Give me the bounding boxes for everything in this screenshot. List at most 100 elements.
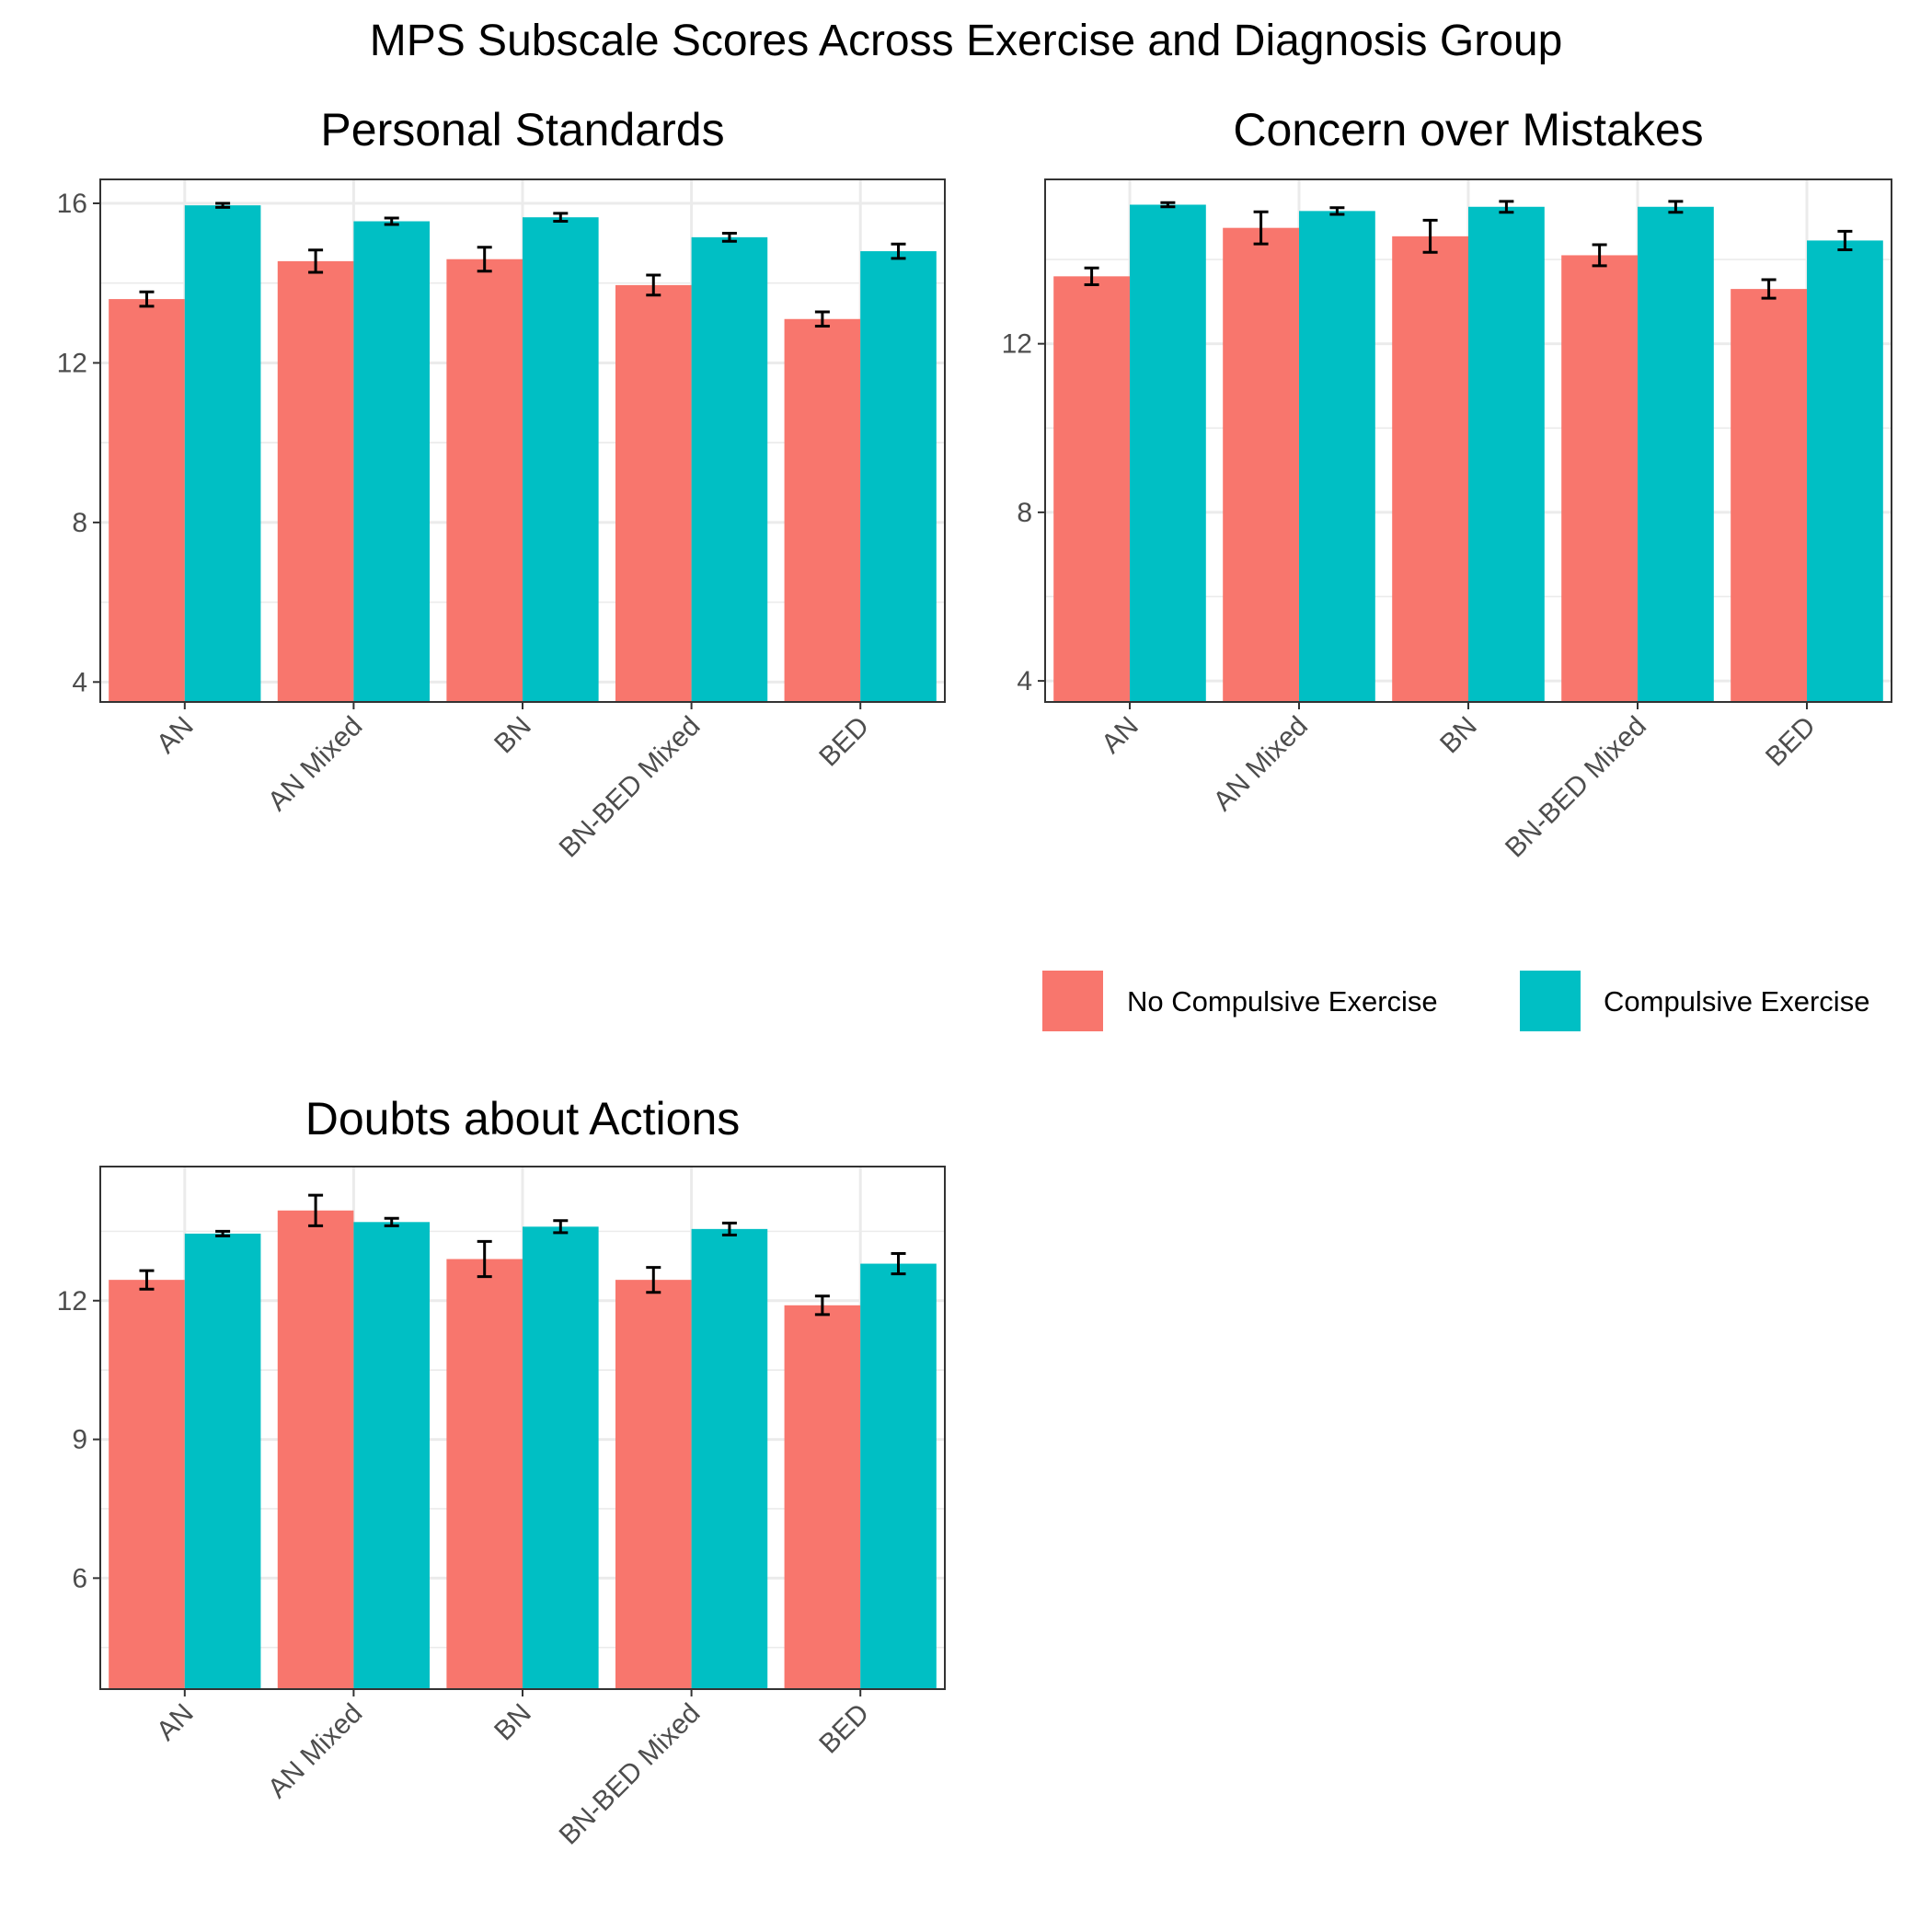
- x-tick-label: BED: [813, 1698, 875, 1760]
- y-tick-label: 12: [1002, 329, 1032, 360]
- bar: [1468, 206, 1545, 703]
- panel-1: Personal Standards 4 8 12 16 AN AN Mixed BN BN-B…: [57, 104, 946, 864]
- bar: [1053, 276, 1130, 702]
- bar: [184, 1233, 261, 1689]
- bar: [446, 1259, 523, 1689]
- error-bar: [1761, 278, 1777, 300]
- y-tick-label: 4: [72, 667, 87, 697]
- y-tick-label: 8: [1017, 498, 1032, 528]
- bar: [277, 1210, 354, 1689]
- bar: [523, 1226, 599, 1689]
- error-bar: [215, 1229, 231, 1237]
- panel-title: Personal Standards: [320, 104, 724, 155]
- error-bar: [308, 1193, 324, 1227]
- bar: [691, 1228, 768, 1689]
- panel-3: Doubts about Actions 6 9 12 AN AN Mixed BN BN-B…: [57, 1093, 946, 1851]
- bar: [353, 221, 431, 702]
- series-1: [109, 1193, 861, 1689]
- error-bar: [553, 212, 569, 224]
- bar: [1807, 240, 1883, 702]
- legend-item: No Compulsive Exercise: [1042, 971, 1438, 1031]
- bar: [1223, 227, 1299, 702]
- error-bar: [646, 273, 661, 297]
- y-tick-label: 12: [57, 348, 87, 378]
- legend: No Compulsive Exercise Compulsive Exercis…: [1042, 971, 1869, 1031]
- error-bar: [1160, 201, 1176, 209]
- series-1: [1053, 210, 1807, 702]
- x-tick-label: BN-BED Mixed: [1500, 711, 1652, 864]
- error-bar: [1592, 243, 1607, 268]
- legend-label: Compulsive Exercise: [1604, 985, 1869, 1018]
- error-bar: [721, 232, 737, 243]
- panel-title: Doubts about Actions: [305, 1093, 741, 1144]
- bar: [784, 1305, 861, 1689]
- panels: Personal Standards 4 8 12 16 AN AN Mixed BN BN-B…: [57, 104, 1892, 1851]
- legend-key: [1520, 971, 1581, 1031]
- error-bar: [477, 246, 492, 273]
- error-bar: [308, 248, 324, 274]
- error-bar: [1837, 229, 1853, 251]
- x-tick-label: AN: [151, 711, 200, 760]
- bar: [1638, 206, 1714, 703]
- y-tick-label: 9: [72, 1425, 87, 1455]
- error-bar: [1422, 218, 1438, 254]
- bar: [446, 259, 523, 702]
- bar: [277, 260, 354, 702]
- x-tick-label: BED: [813, 711, 875, 773]
- bar: [1392, 236, 1468, 702]
- y-tick-label: 8: [72, 508, 87, 538]
- x-tick-label: BN: [1434, 711, 1483, 760]
- bar: [1299, 211, 1375, 702]
- bar: [615, 1280, 692, 1689]
- bar: [860, 251, 937, 702]
- bar: [109, 1280, 185, 1689]
- error-bar: [814, 310, 830, 328]
- legend-label: No Compulsive Exercise: [1127, 985, 1438, 1018]
- series-2: [184, 1216, 937, 1689]
- error-bar: [384, 216, 399, 226]
- error-bar: [139, 290, 155, 308]
- y-tick-label: 4: [1017, 666, 1032, 696]
- error-bar: [1253, 210, 1269, 246]
- error-bar: [384, 1216, 399, 1227]
- panel-2: Concern over Mistakes 4 8 12 AN AN Mixed BN BN-…: [1002, 104, 1892, 864]
- bar: [523, 217, 599, 702]
- error-bar: [1084, 266, 1099, 287]
- error-bar: [646, 1266, 661, 1294]
- error-bar: [139, 1269, 155, 1291]
- main-title: MPS Subscale Scores Across Exercise and …: [370, 17, 1563, 65]
- x-tick-label: AN Mixed: [262, 1698, 368, 1804]
- bar: [860, 1263, 937, 1689]
- x-tick-label: AN: [1096, 711, 1144, 760]
- x-tick-label: AN Mixed: [262, 711, 368, 817]
- x-tick-label: BN: [489, 1698, 537, 1747]
- legend-key: [1042, 971, 1103, 1031]
- error-bar: [721, 1221, 737, 1236]
- legend-item: Compulsive Exercise: [1520, 971, 1869, 1031]
- x-tick-label: AN: [151, 1698, 200, 1747]
- series-2: [1130, 200, 1883, 703]
- bar: [1731, 289, 1807, 702]
- bar: [184, 205, 261, 702]
- bar: [1561, 255, 1638, 702]
- bar: [1130, 204, 1206, 702]
- y-tick-label: 6: [72, 1563, 87, 1593]
- bar: [691, 236, 768, 702]
- error-bar: [477, 1239, 492, 1279]
- error-bar: [891, 1251, 906, 1276]
- y-tick-label: 16: [57, 189, 87, 219]
- bar: [109, 299, 185, 702]
- x-tick-label: BED: [1760, 711, 1822, 773]
- error-bar: [215, 201, 231, 209]
- series-1: [109, 246, 861, 702]
- x-tick-label: BN-BED Mixed: [554, 711, 707, 864]
- bar: [784, 318, 861, 702]
- error-bar: [814, 1294, 830, 1317]
- x-tick-label: BN-BED Mixed: [554, 1698, 707, 1851]
- series-2: [184, 201, 937, 702]
- bar: [615, 284, 692, 702]
- error-bar: [1329, 206, 1345, 216]
- panel-title: Concern over Mistakes: [1233, 104, 1703, 155]
- y-tick-label: 12: [57, 1286, 87, 1317]
